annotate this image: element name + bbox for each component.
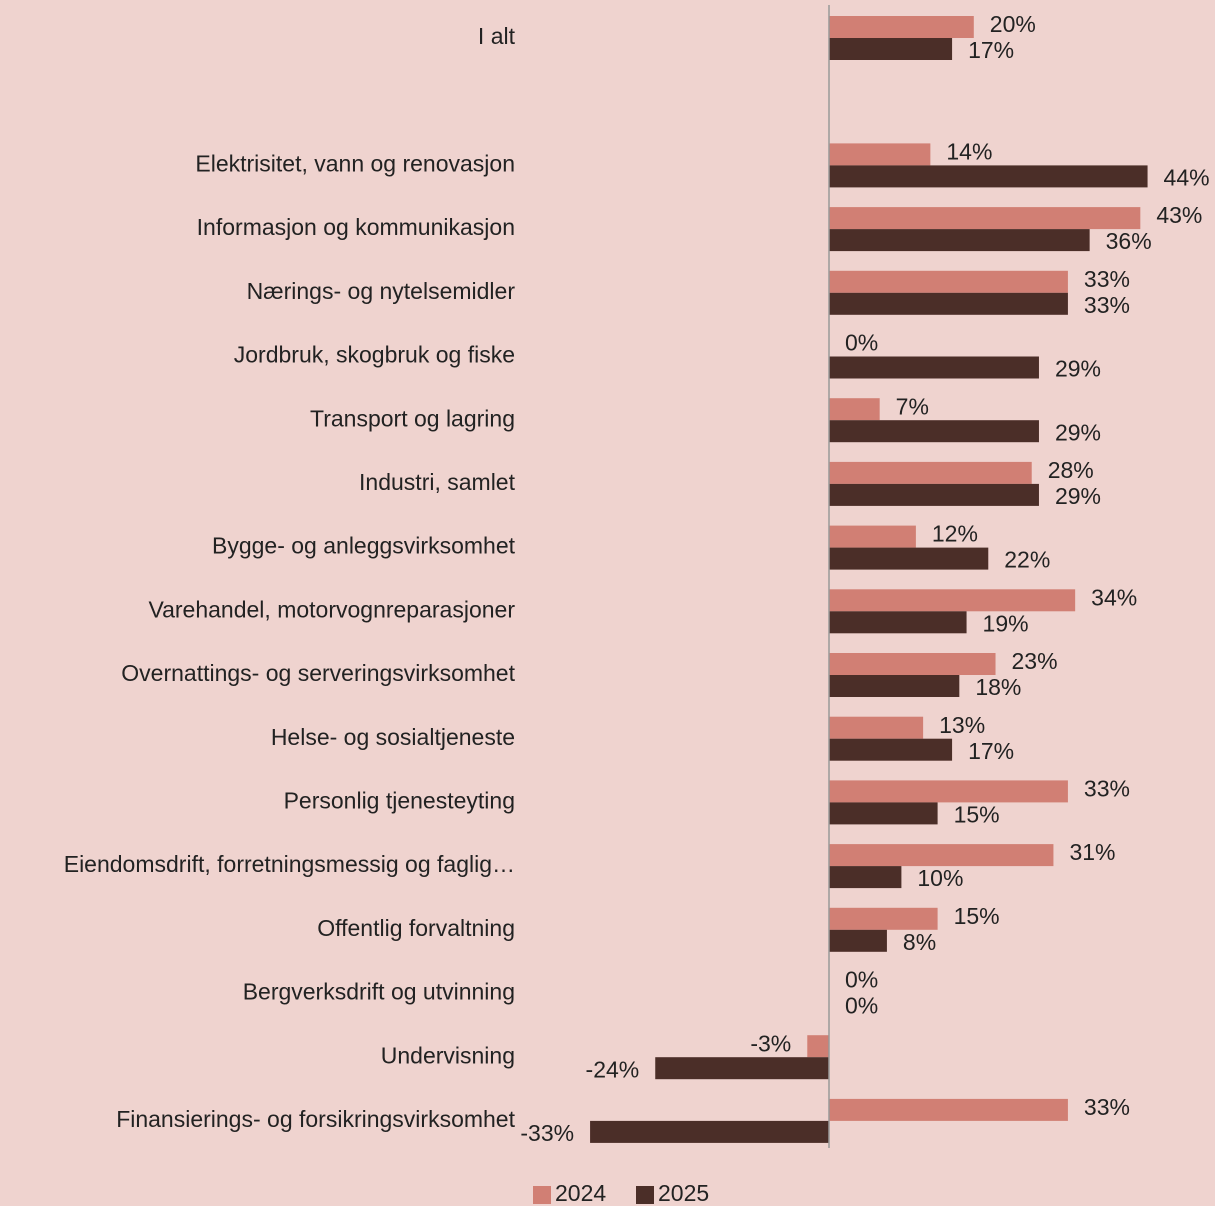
value-label: 33% [1084, 292, 1130, 318]
bar [829, 716, 924, 739]
value-label: 36% [1106, 228, 1152, 254]
value-label: 44% [1164, 164, 1210, 190]
category-label: Transport og lagring [310, 405, 515, 431]
bar [829, 525, 916, 548]
bar [829, 1098, 1068, 1121]
category-label: Overnattings- og serveringsvirksomhet [121, 660, 515, 686]
value-label: 23% [1012, 648, 1058, 674]
value-label: 10% [917, 865, 963, 891]
value-label: 34% [1091, 584, 1137, 610]
bar [829, 229, 1090, 252]
value-label: 15% [954, 801, 1000, 827]
bar [590, 1120, 829, 1143]
bar [829, 483, 1039, 506]
value-label: 0% [845, 993, 878, 1019]
value-label: -33% [520, 1120, 574, 1146]
value-label: 33% [1084, 1094, 1130, 1120]
bar [655, 1057, 829, 1080]
value-label: 29% [1055, 356, 1101, 382]
value-label: 33% [1084, 266, 1130, 292]
bar [829, 653, 996, 675]
value-label: 0% [845, 967, 878, 993]
bar [829, 866, 902, 889]
bar [829, 929, 887, 952]
category-label: Varehandel, motorvognreparasjoner [148, 596, 515, 622]
value-label: 14% [946, 138, 992, 164]
bar [829, 292, 1068, 315]
value-label: 18% [975, 674, 1021, 700]
bar [829, 780, 1068, 803]
value-label: 29% [1055, 419, 1101, 445]
bar [807, 1035, 829, 1058]
category-label: I alt [478, 23, 516, 49]
value-label: 12% [932, 521, 978, 547]
value-label: 8% [903, 929, 936, 955]
value-label: 28% [1048, 457, 1094, 483]
value-label: 29% [1055, 483, 1101, 509]
value-label: 22% [1004, 547, 1050, 573]
category-label: Nærings- og nytelsemidler [247, 278, 516, 304]
category-label: Eiendomsdrift, forretningsmessig og fagl… [64, 851, 515, 877]
value-label: 17% [968, 738, 1014, 764]
value-label: 15% [954, 903, 1000, 929]
value-label: 20% [990, 11, 1036, 37]
category-label: Finansierings- og forsikringsvirksomhet [116, 1106, 515, 1132]
value-label: 31% [1069, 839, 1115, 865]
bar [829, 461, 1032, 484]
bar [829, 38, 953, 60]
bar [829, 270, 1068, 293]
bar [829, 547, 989, 570]
legend-label: 2025 [658, 1180, 709, 1206]
bar [829, 16, 974, 38]
bar [829, 207, 1141, 230]
category-label: Undervisning [381, 1042, 515, 1068]
category-label: Jordbruk, skogbruk og fiske [234, 342, 515, 368]
bar [829, 398, 880, 421]
bar [829, 675, 960, 697]
bar [829, 907, 938, 930]
legend-label: 2024 [555, 1180, 606, 1206]
legend-swatch [533, 1186, 551, 1204]
category-label: Elektrisitet, vann og renovasjon [195, 150, 515, 176]
bar [829, 420, 1039, 443]
category-label: Industri, samlet [359, 469, 516, 495]
value-label: 43% [1156, 202, 1202, 228]
bar [829, 165, 1148, 188]
category-label: Informasjon og kommunikasjon [197, 214, 515, 240]
bar [829, 356, 1039, 379]
bar [829, 589, 1076, 612]
category-label: Personlig tjenesteyting [284, 787, 515, 813]
bar [829, 802, 938, 825]
value-label: 17% [968, 37, 1014, 63]
category-label: Offentlig forvaltning [317, 915, 515, 941]
value-label: 0% [845, 330, 878, 356]
bar [829, 738, 953, 761]
value-label: 13% [939, 712, 985, 738]
bar [829, 611, 967, 634]
category-label: Bergverksdrift og utvinning [243, 979, 515, 1005]
value-label: 33% [1084, 775, 1130, 801]
value-label: 19% [983, 610, 1029, 636]
legend-swatch [636, 1186, 654, 1204]
category-label: Bygge- og anleggsvirksomhet [212, 533, 516, 559]
value-label: 7% [896, 393, 929, 419]
bar [829, 143, 931, 166]
bar [829, 844, 1054, 867]
category-label: Helse- og sosialtjeneste [271, 724, 515, 750]
value-label: -3% [750, 1030, 791, 1056]
value-label: -24% [586, 1056, 640, 1082]
